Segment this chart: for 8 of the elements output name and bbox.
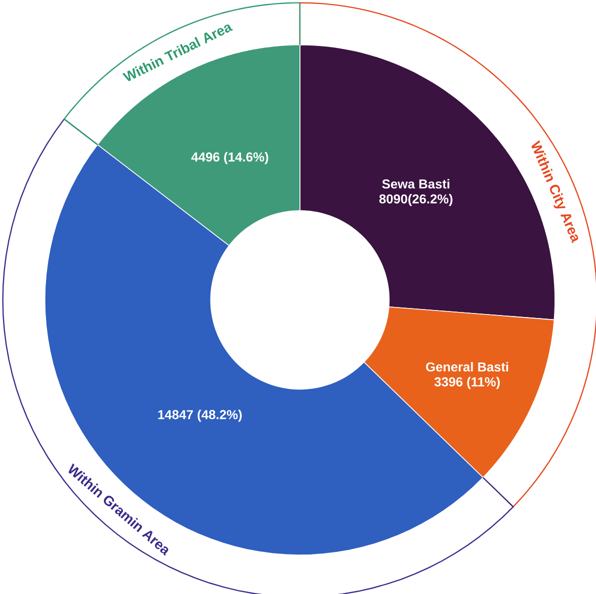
data-label: 8090(26.2%) bbox=[379, 194, 452, 206]
data-label: 3396 (11%) bbox=[434, 376, 500, 390]
slice-label: General Basti bbox=[426, 362, 508, 372]
slice-label: Sewa Basti bbox=[382, 179, 450, 189]
data-label: 14847 (48.2%) bbox=[158, 410, 242, 422]
text: Within City Area bbox=[531, 140, 578, 244]
data-label: 4496 (14.6%) bbox=[191, 152, 268, 164]
text: Within Tribal Area bbox=[122, 24, 233, 82]
